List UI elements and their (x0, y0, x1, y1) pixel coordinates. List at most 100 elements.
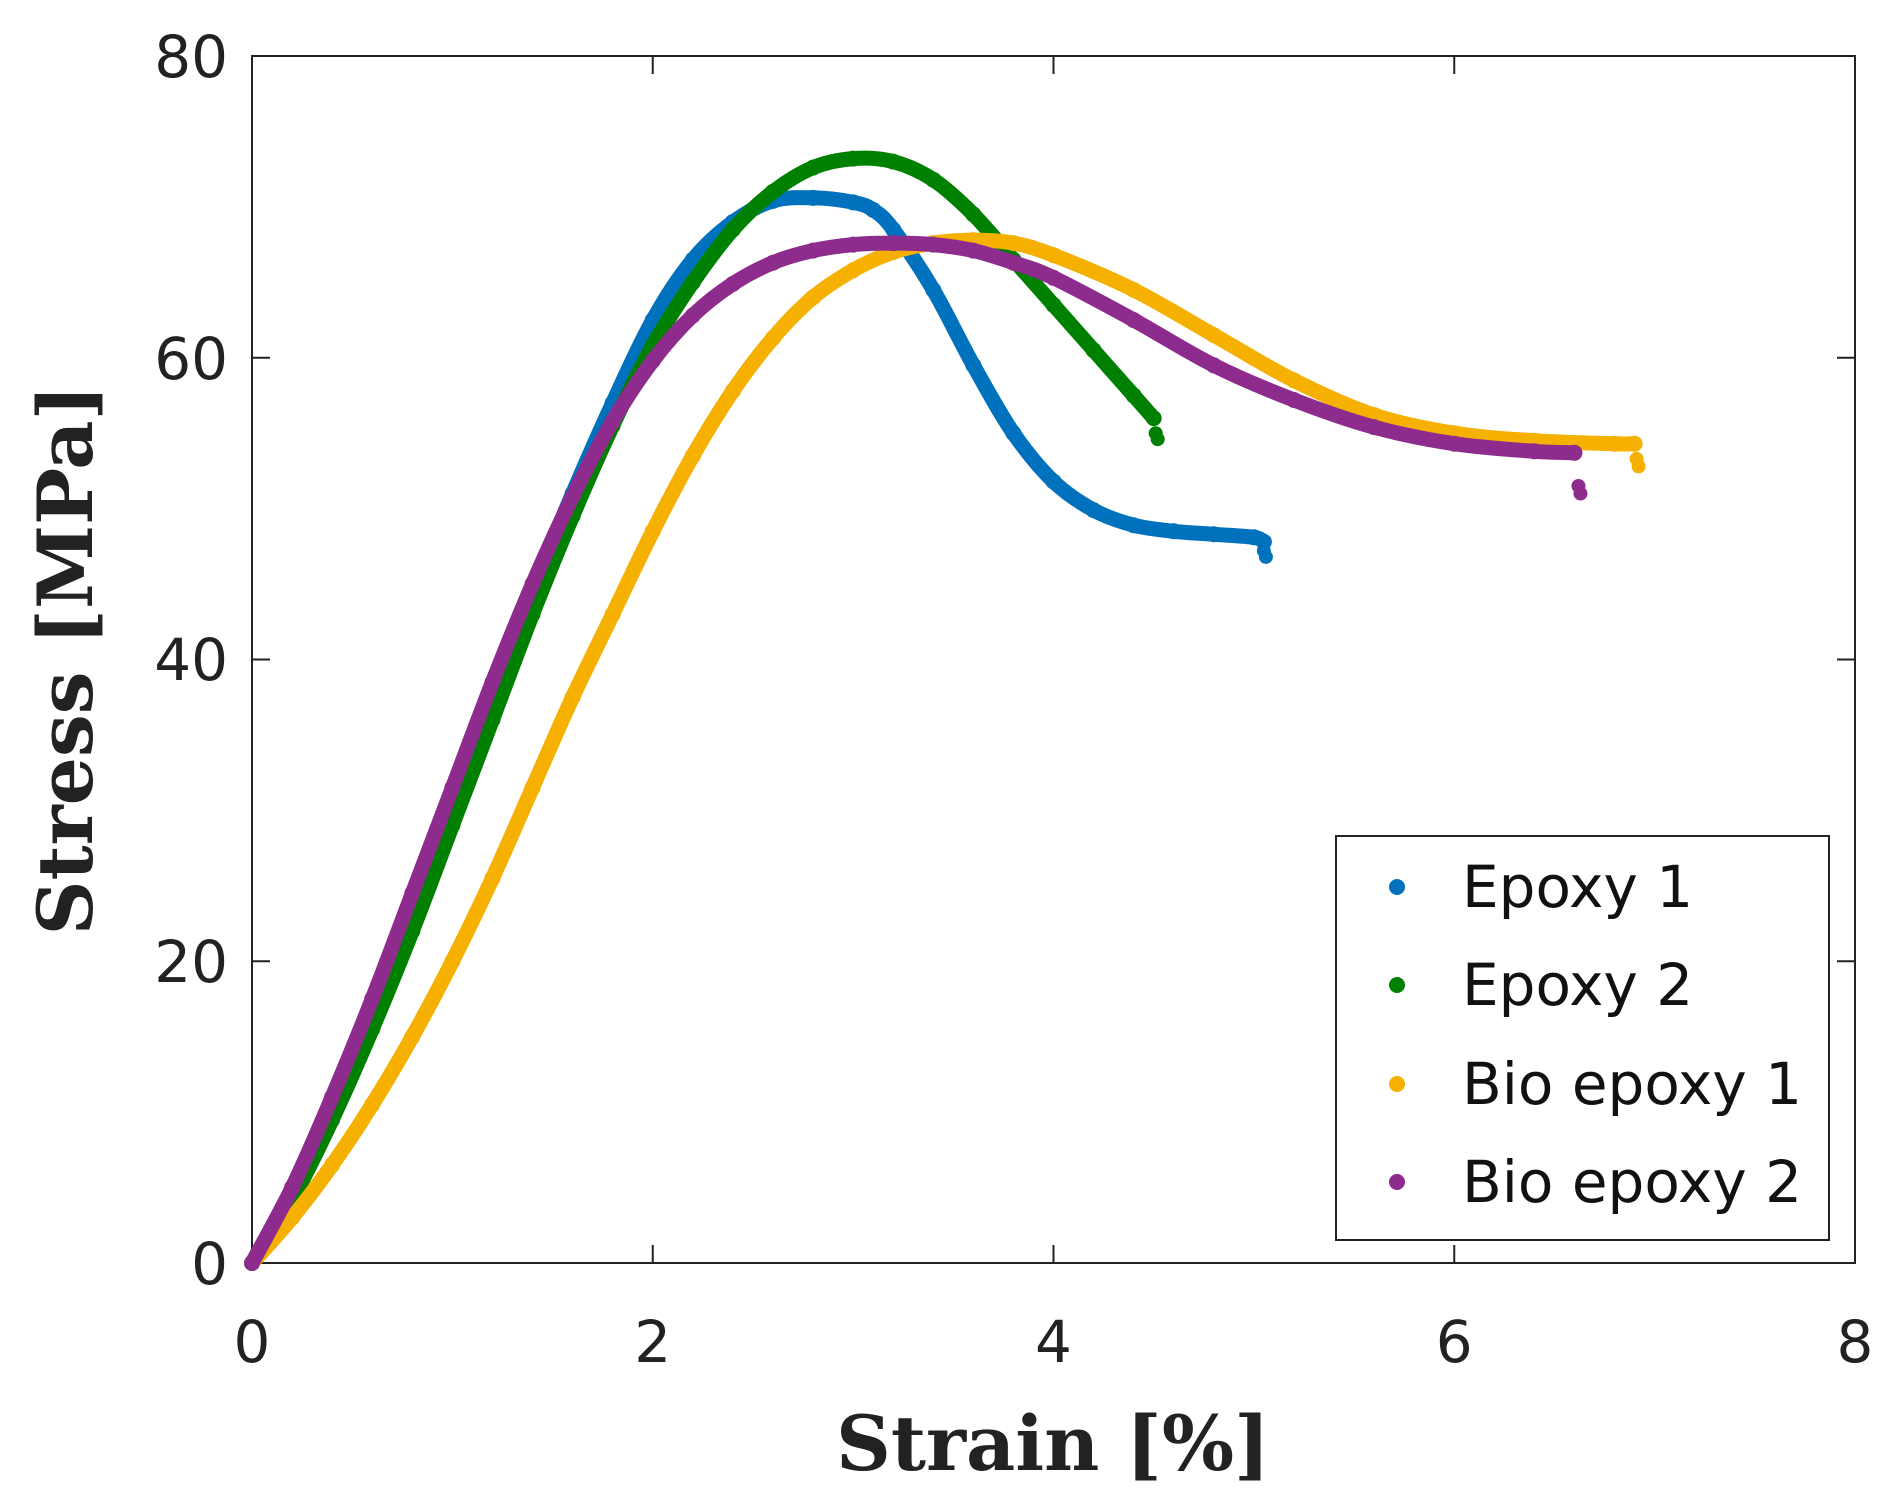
y-tick-labels: 0 20 40 60 80 (154, 23, 228, 1298)
data-point-bio-epoxy-2 (284, 1179, 301, 1196)
data-point-epoxy-1 (805, 189, 822, 206)
data-point-bio-epoxy-2 (724, 275, 741, 292)
data-point-bio-epoxy-1 (444, 953, 461, 970)
data-point-bio-epoxy-1 (324, 1156, 341, 1173)
data-point-epoxy-2 (444, 817, 461, 834)
plot-area (244, 55, 1856, 1271)
data-point-bio-epoxy-1 (524, 779, 541, 796)
data-point-epoxy-1 (1165, 523, 1182, 540)
x-tick-labels: 0 2 4 6 8 (234, 1308, 1874, 1376)
data-point-epoxy-2 (764, 183, 781, 200)
y-axis-label: Stress [MPa] (21, 385, 110, 936)
data-point-bio-epoxy-1 (1285, 372, 1302, 389)
data-point-epoxy-2 (684, 274, 701, 291)
data-point-bio-epoxy-2 (684, 307, 701, 324)
legend-box (1335, 835, 1830, 1241)
x-tick-label-8: 8 (1837, 1308, 1874, 1376)
data-point-bio-epoxy-2 (925, 236, 942, 253)
data-point-bio-epoxy-2 (1045, 269, 1062, 286)
legend-label-epoxy-2: Epoxy 2 (1462, 951, 1693, 1019)
data-point-bio-epoxy-2 (1285, 391, 1302, 408)
legend-marker-epoxy-1 (1389, 879, 1405, 895)
data-point-bio-epoxy-1 (364, 1096, 381, 1113)
tail-point-epoxy-1 (1258, 549, 1273, 564)
legend: Epoxy 1 Epoxy 2 Bio epoxy 1 Bio epoxy 2 (1335, 835, 1830, 1241)
data-point-bio-epoxy-1 (1005, 235, 1022, 252)
data-point-bio-epoxy-1 (644, 523, 661, 540)
data-point-bio-epoxy-2 (1005, 254, 1022, 271)
data-point-epoxy-2 (1085, 342, 1102, 359)
data-point-epoxy-1 (865, 201, 882, 218)
data-point-epoxy-2 (404, 923, 421, 940)
data-point-bio-epoxy-2 (644, 352, 661, 369)
data-point-epoxy-1 (1085, 502, 1102, 519)
data-point-epoxy-2 (845, 150, 862, 167)
data-point-bio-epoxy-2 (1446, 435, 1463, 452)
data-point-epoxy-2 (965, 206, 982, 223)
data-point-bio-epoxy-1 (1626, 435, 1643, 452)
data-point-bio-epoxy-2 (965, 242, 982, 259)
data-point-bio-epoxy-2 (604, 413, 621, 430)
data-point-epoxy-1 (845, 194, 862, 211)
data-point-bio-epoxy-2 (845, 236, 862, 253)
legend-label-bio-epoxy-1: Bio epoxy 1 (1462, 1050, 1802, 1118)
y-tick-label-20: 20 (154, 928, 228, 996)
data-point-bio-epoxy-2 (324, 1089, 341, 1106)
data-point-epoxy-2 (805, 159, 822, 176)
x-axis-label: Strain [%] (836, 1399, 1270, 1488)
data-point-bio-epoxy-2 (404, 885, 421, 902)
data-point-epoxy-1 (1005, 425, 1022, 442)
data-point-epoxy-2 (1045, 296, 1062, 313)
data-point-epoxy-2 (1125, 387, 1142, 404)
data-point-epoxy-2 (925, 171, 942, 188)
series-bio-epoxy-2 (244, 235, 1588, 1271)
tail-point-epoxy-2 (1150, 432, 1165, 447)
data-point-bio-epoxy-2 (484, 674, 501, 691)
data-point-bio-epoxy-2 (805, 242, 822, 259)
data-point-bio-epoxy-1 (1606, 435, 1623, 452)
data-point-bio-epoxy-2 (1366, 419, 1383, 436)
data-point-bio-epoxy-2 (1526, 443, 1543, 460)
legend-marker-bio-epoxy-2 (1389, 1174, 1405, 1190)
data-point-bio-epoxy-2 (885, 235, 902, 252)
y-tick-label-40: 40 (154, 626, 228, 694)
tail-point-bio-epoxy-1 (1631, 459, 1646, 474)
data-point-bio-epoxy-1 (564, 689, 581, 706)
data-point-epoxy-1 (1205, 526, 1222, 543)
series-curve-bio-epoxy-1 (244, 232, 1643, 1271)
data-point-bio-epoxy-1 (684, 447, 701, 464)
data-point-bio-epoxy-1 (845, 262, 862, 279)
data-point-epoxy-2 (724, 221, 741, 238)
data-point-bio-epoxy-2 (564, 488, 581, 505)
data-point-bio-epoxy-1 (724, 382, 741, 399)
data-point-epoxy-1 (1125, 517, 1142, 534)
tail-point-bio-epoxy-2 (1573, 486, 1588, 501)
data-point-epoxy-2 (484, 711, 501, 728)
legend-label-epoxy-1: Epoxy 1 (1462, 853, 1693, 921)
x-tick-label-0: 0 (234, 1308, 271, 1376)
legend-marker-bio-epoxy-1 (1389, 1076, 1405, 1092)
data-point-bio-epoxy-1 (1205, 327, 1222, 344)
y-tick-label-80: 80 (154, 23, 228, 91)
data-point-epoxy-2 (1145, 410, 1162, 427)
data-point-bio-epoxy-2 (764, 254, 781, 271)
data-point-bio-epoxy-1 (604, 606, 621, 623)
legend-label-bio-epoxy-2: Bio epoxy 2 (1462, 1148, 1802, 1216)
data-point-bio-epoxy-1 (805, 289, 822, 306)
data-point-bio-epoxy-1 (1125, 281, 1142, 298)
y-tick-label-60: 60 (154, 325, 228, 393)
data-point-bio-epoxy-2 (1205, 357, 1222, 374)
data-point-bio-epoxy-1 (284, 1209, 301, 1226)
y-tick-label-0: 0 (191, 1230, 228, 1298)
data-point-bio-epoxy-1 (764, 330, 781, 347)
data-point-bio-epoxy-2 (1125, 312, 1142, 329)
data-point-bio-epoxy-1 (484, 870, 501, 887)
data-point-bio-epoxy-2 (364, 990, 381, 1007)
data-point-epoxy-1 (925, 281, 942, 298)
data-point-bio-epoxy-2 (244, 1255, 260, 1271)
legend-marker-epoxy-2 (1389, 977, 1405, 993)
series-curve-epoxy-2 (244, 150, 1162, 1271)
data-point-epoxy-1 (885, 221, 902, 238)
data-point-bio-epoxy-2 (1566, 444, 1583, 461)
